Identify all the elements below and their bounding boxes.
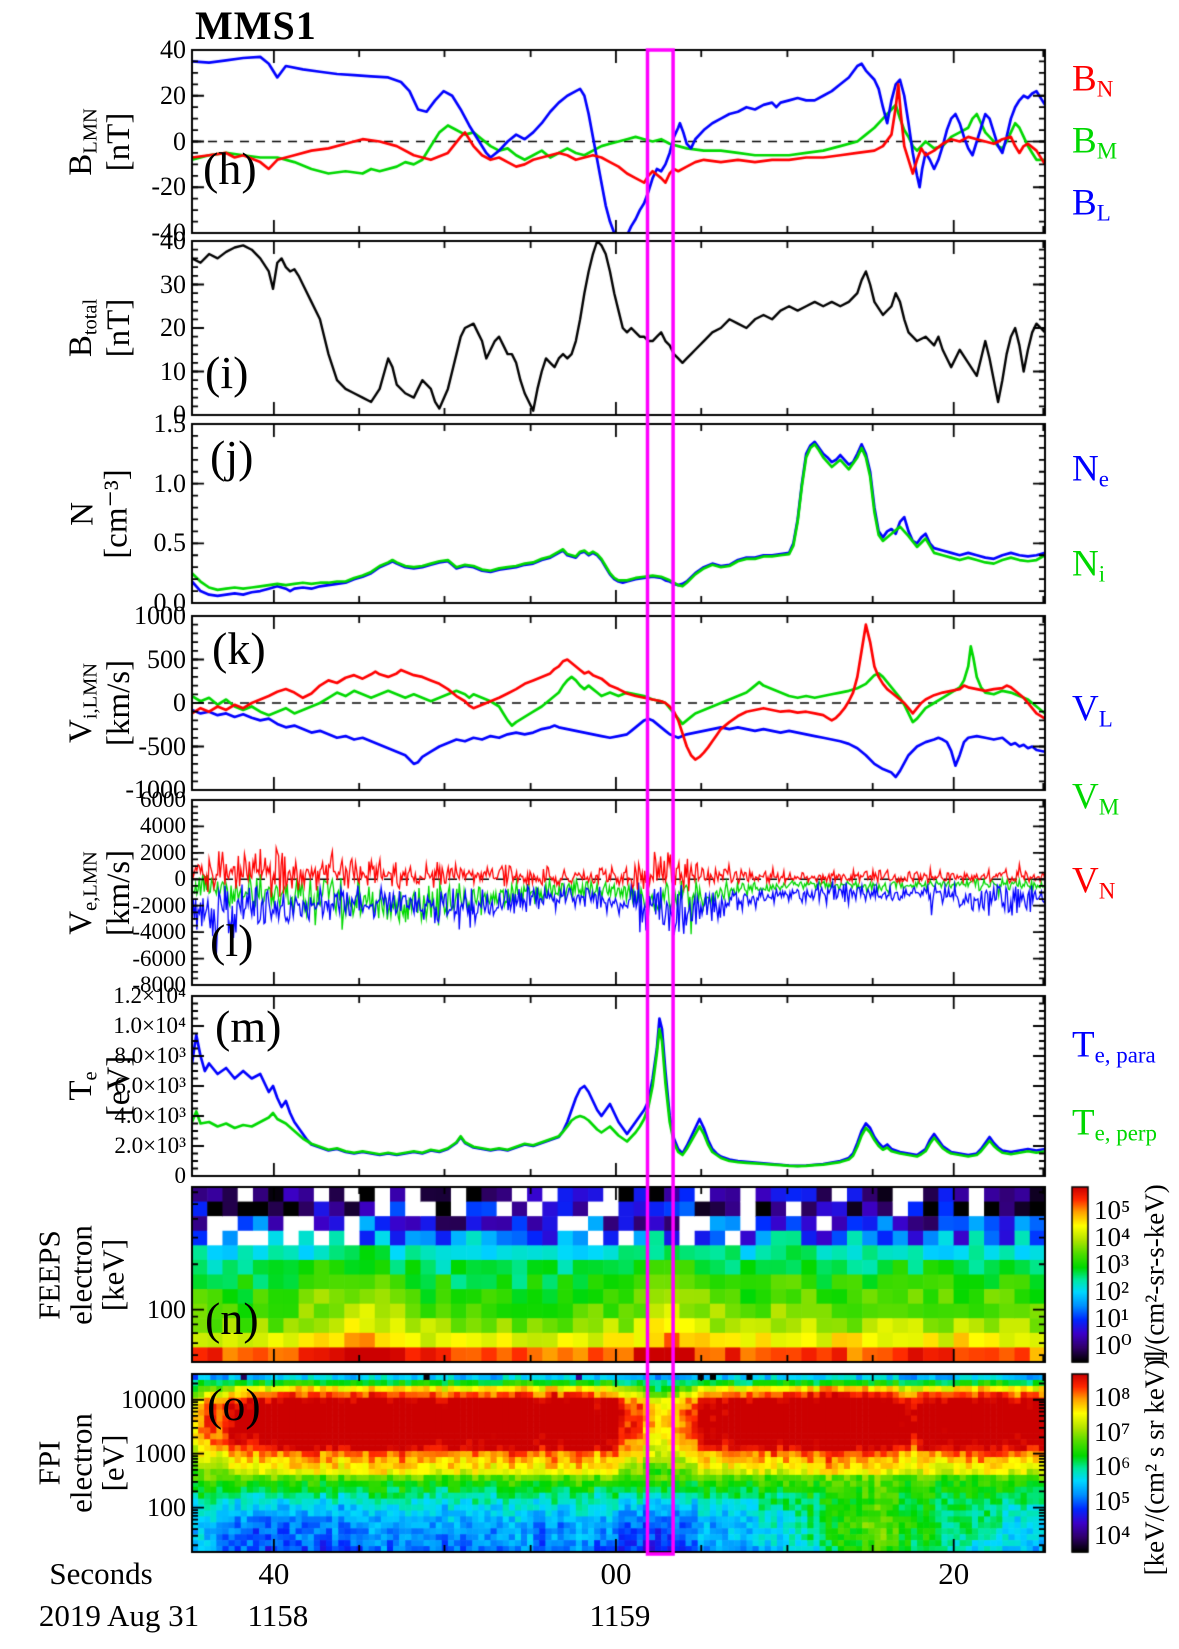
panel-i-letter: (i) [205,347,249,398]
colorbar-o-tick: 10⁶ [1094,1451,1131,1481]
panel-h-ylabel: BLMN [nT] [62,107,137,176]
xtick-label: 40 [258,1556,290,1591]
panel-l-ytick-label: 2000 [140,839,186,865]
panel-j-letter: (j) [210,431,254,482]
panel-i-ytick-label: 20 [160,313,186,342]
colorbar-o-tick: 10⁵ [1094,1485,1131,1516]
colorbar-n-tick: 10¹ [1094,1303,1130,1333]
xtick-sublabel: 1159 [589,1598,651,1633]
panel-j-ytick-label: 1.0 [153,468,187,498]
legend-V-N: VN [1072,860,1116,904]
panel-h-ytick-label: -20 [151,172,186,202]
xtick-label: 00 [600,1556,632,1591]
legend-N-i: Ni [1072,543,1106,587]
panel-h-ytick-label: 40 [160,35,186,64]
panel-l-ytick-label: -2000 [132,892,186,918]
colorbar-o-tick: 10⁸ [1094,1382,1131,1412]
date-label: 2019 Aug 31 [38,1598,200,1633]
panel-k-letter: (k) [212,623,266,674]
panel-i-ytick-label: 0 [173,400,186,429]
legend-T-e-perp: Te, perp [1072,1102,1158,1146]
panel-k-ytick-label: -500 [138,731,186,761]
colorbar-n-tick: 10⁵ [1094,1195,1131,1225]
colorbar-n-tick: 10² [1094,1276,1130,1306]
panel-k-ylabel: Vi,LMN [km/s] [62,659,137,747]
panel-m-ytick-label: 1.0×10⁴ [113,1013,186,1038]
panel-i-ylabel: Btotal [nT] [62,298,137,358]
panel-k-ytick-label: 0 [173,688,186,717]
panel-m-ytick-label: 0 [174,1163,187,1188]
panel-k-ytick-label: 500 [147,644,186,674]
panel-h-ytick-label: 0 [173,126,186,156]
panel-l-ytick-label: 0 [174,866,187,892]
panel-j-ytick-label: 0.5 [153,528,187,558]
legend-T-e-para: Te, para [1072,1024,1156,1068]
colorbar-n-tick: 10⁰ [1094,1330,1132,1360]
panel-l-ytick-label: 4000 [140,813,186,839]
panel-o-ytick-label: 10000 [121,1384,186,1414]
panel-l-ylabel: Ve,LMN [km/s] [62,849,137,936]
panel-l-ytick-label: -8000 [132,972,186,997]
panel-o-ylabel: FPI electron [eV] [31,1413,132,1513]
panel-j-ytick-label: 0.0 [153,588,187,617]
panel-i-ytick-label: 40 [160,226,186,255]
panel-m-ytick-label: 2.0×10³ [114,1133,186,1158]
xaxis-label: Seconds [49,1556,153,1591]
colorbar-o-unit: [keV/(cm² s sr keV)] [1139,1350,1170,1576]
xtick-sublabel: 1158 [247,1598,309,1633]
legend-V-L: VL [1072,688,1113,732]
panel-o-letter: (o) [207,1379,261,1430]
figure-title: MMS1 [195,3,317,48]
panel-o-ytick-label: 1000 [134,1438,186,1468]
legend-V-M: VM [1072,776,1120,820]
panel-n-ytick-label: 100 [147,1294,186,1324]
legend-B-N: BN [1072,58,1114,102]
panel-j-ylabel: N [cm⁻³] [64,468,135,559]
xtick-label: 20 [938,1556,970,1591]
panel-n-letter: (n) [205,1293,259,1344]
panel-l-ytick-label: 6000 [140,787,186,812]
legend-B-L: BL [1072,182,1111,226]
panel-h-ytick-label: 20 [160,80,186,110]
legend-B-M: BM [1072,120,1118,164]
panel-h-letter: (h) [203,143,257,194]
panel-m-letter: (m) [215,1001,282,1052]
panel-m-ytick-label: 1.2×10⁴ [113,983,186,1008]
panel-l-ytick-label: -6000 [132,945,186,971]
panel-l-letter: (l) [210,915,254,966]
colorbar-o-tick: 10⁷ [1094,1416,1131,1447]
panel-m-ytick-label: 6.0×10³ [114,1073,186,1098]
panel-k-ytick-label: -1000 [125,775,186,804]
colorbar-n-unit: 1/(cm²-sr-s-keV) [1139,1183,1170,1366]
panel-m-ytick-label: 4.0×10³ [114,1103,186,1128]
colorbar-n-tick: 10⁴ [1094,1222,1131,1252]
panel-n-ylabel: FEEPS electron [keV] [31,1224,132,1325]
panel-h-ytick-label: -40 [151,218,186,247]
panel-i-ytick-label: 10 [160,356,186,386]
panel-k-ytick-label: 1000 [134,601,186,630]
panel-o-ytick-label: 100 [147,1492,186,1522]
panel-j-ytick-label: 1.5 [153,409,187,438]
colorbar-o-tick: 10⁴ [1094,1520,1131,1550]
panel-m-ytick-label: 8.0×10³ [114,1043,186,1068]
panel-i-ytick-label: 30 [160,269,186,299]
colorbar-n-tick: 10³ [1094,1249,1130,1279]
panel-l-ytick-label: -4000 [132,919,186,945]
legend-N-e: Ne [1072,448,1109,492]
